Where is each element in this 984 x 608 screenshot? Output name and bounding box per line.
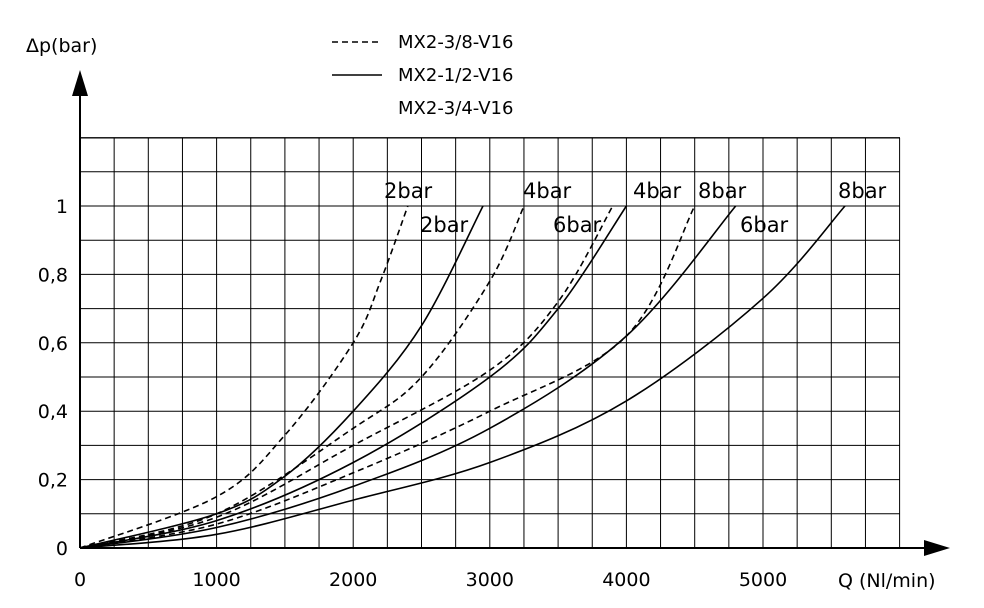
chart-curves	[79, 205, 846, 549]
y-tick-label: 0,2	[38, 470, 68, 492]
y-tick-labels: 0 0,2 0,4 0,6 0,8 1	[38, 196, 68, 560]
legend-label-2: MX2-1/2-V16	[398, 65, 513, 86]
x-axis-arrow	[924, 540, 950, 556]
curve-label-dashed-4bar: 4bar	[523, 179, 572, 203]
x-tick-label: 0	[74, 569, 86, 591]
y-axis-label: Δp(bar)	[26, 35, 97, 57]
legend-label-3: MX2-3/4-V16	[398, 98, 513, 119]
x-axis-label: Q (Nl/min)	[838, 570, 936, 592]
curve-dashed-2bar	[79, 205, 409, 549]
chart-grid	[80, 137, 901, 548]
curve-label-dashed-2bar: 2bar	[384, 179, 433, 203]
y-tick-label: 0,6	[38, 333, 68, 355]
curve-dashed-6bar	[79, 205, 614, 549]
x-tick-labels: 0 1000 2000 3000 4000 5000	[74, 569, 787, 591]
curve-label-solid-6bar: 6bar	[740, 213, 789, 237]
curve-dashed-8bar	[79, 205, 696, 549]
curve-label-dashed-8bar: 8bar	[698, 179, 747, 203]
legend-label-1: MX2-3/8-V16	[398, 32, 513, 53]
curve-label-solid-2bar: 2bar	[420, 213, 469, 237]
y-axis-arrow	[72, 70, 88, 96]
curve-solid-6bar	[79, 205, 737, 549]
y-tick-label: 0,8	[38, 264, 68, 286]
curve-solid-4bar	[79, 205, 628, 549]
x-tick-label: 4000	[602, 569, 650, 591]
legend: MX2-3/8-V16 MX2-1/2-V16 MX2-3/4-V16	[332, 32, 513, 119]
curve-label-solid-4bar: 4bar	[633, 179, 682, 203]
y-tick-label: 0	[56, 538, 68, 560]
chart-curve-labels: 2bar 2bar 4bar 6bar 4bar 6bar 8bar 8bar	[384, 179, 887, 237]
x-tick-label: 3000	[466, 569, 514, 591]
curve-label-solid-8bar: 8bar	[838, 179, 887, 203]
x-tick-label: 2000	[329, 569, 377, 591]
curve-solid-8bar	[79, 205, 846, 549]
curve-dashed-4bar	[79, 205, 525, 549]
y-tick-label: 1	[56, 196, 68, 218]
x-tick-label: 1000	[192, 569, 240, 591]
curve-solid-2bar	[79, 205, 484, 549]
curve-label-dashed-6bar: 6bar	[553, 213, 602, 237]
y-tick-label: 0,4	[38, 401, 68, 423]
x-tick-label: 5000	[739, 569, 787, 591]
